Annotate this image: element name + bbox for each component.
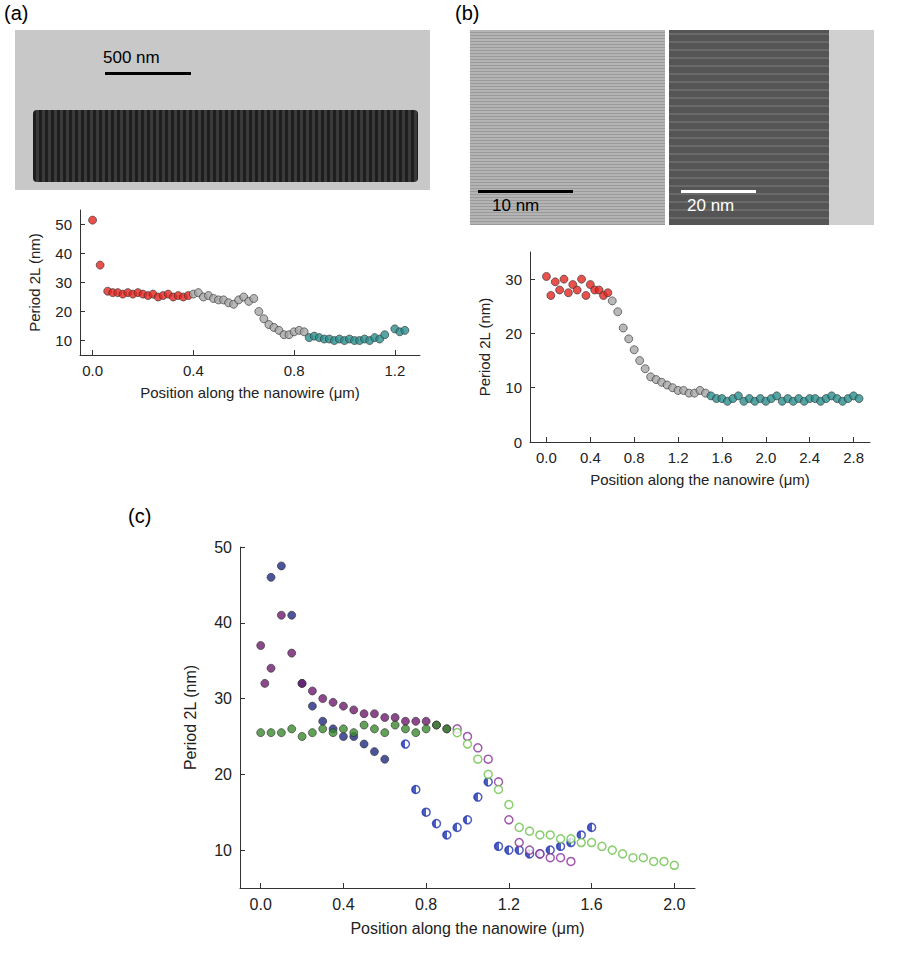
html-text:(c): (c) bbox=[128, 505, 152, 527]
svg-text:10: 10 bbox=[214, 842, 232, 859]
html-text:10 nm: 10 nm bbox=[492, 196, 540, 215]
svg-text:0.4: 0.4 bbox=[332, 896, 354, 913]
svg-text:1.6: 1.6 bbox=[580, 896, 602, 913]
html-text:(a): (a) bbox=[4, 2, 29, 24]
svg-text:20: 20 bbox=[214, 766, 232, 783]
svg-text:50: 50 bbox=[55, 216, 72, 233]
svg-text:0.0: 0.0 bbox=[82, 362, 103, 379]
svg-text:1.2: 1.2 bbox=[384, 362, 405, 379]
svg-text:0.0: 0.0 bbox=[536, 449, 557, 466]
svg-text:Position along the nanowire (μ: Position along the nanowire (μm) bbox=[350, 920, 584, 937]
svg-text:Period 2L (nm): Period 2L (nm) bbox=[26, 233, 43, 332]
svg-text:2.0: 2.0 bbox=[663, 896, 685, 913]
svg-text:1.2: 1.2 bbox=[668, 449, 689, 466]
svg-text:Period 2L (nm): Period 2L (nm) bbox=[182, 665, 199, 770]
svg-text:2.8: 2.8 bbox=[843, 449, 864, 466]
svg-text:40: 40 bbox=[214, 614, 232, 631]
svg-text:0.4: 0.4 bbox=[183, 362, 204, 379]
svg-text:Position along the nanowire (μ: Position along the nanowire (μm) bbox=[590, 471, 810, 488]
svg-text:10: 10 bbox=[55, 332, 72, 349]
svg-text:1.6: 1.6 bbox=[712, 449, 733, 466]
svg-text:50: 50 bbox=[214, 539, 232, 556]
html-text:20 nm: 20 nm bbox=[687, 196, 735, 215]
svg-text:0: 0 bbox=[514, 434, 522, 451]
svg-text:30: 30 bbox=[505, 271, 522, 288]
svg-text:30: 30 bbox=[214, 690, 232, 707]
svg-text:Position along the nanowire (μ: Position along the nanowire (μm) bbox=[140, 384, 360, 401]
html-text:500 nm: 500 nm bbox=[103, 48, 160, 67]
svg-text:Period 2L (nm): Period 2L (nm) bbox=[476, 298, 493, 397]
svg-text:0.8: 0.8 bbox=[284, 362, 305, 379]
html-text:(b): (b) bbox=[455, 2, 480, 24]
svg-text:0.8: 0.8 bbox=[415, 896, 437, 913]
svg-text:0.4: 0.4 bbox=[580, 449, 601, 466]
svg-text:0.0: 0.0 bbox=[250, 896, 272, 913]
svg-text:30: 30 bbox=[55, 274, 72, 291]
svg-text:2.0: 2.0 bbox=[755, 449, 776, 466]
svg-text:2.4: 2.4 bbox=[799, 449, 820, 466]
svg-text:0.8: 0.8 bbox=[624, 449, 645, 466]
svg-text:1.2: 1.2 bbox=[498, 896, 520, 913]
svg-text:20: 20 bbox=[505, 325, 522, 342]
svg-text:20: 20 bbox=[55, 303, 72, 320]
svg-text:10: 10 bbox=[505, 379, 522, 396]
svg-text:40: 40 bbox=[55, 245, 72, 262]
